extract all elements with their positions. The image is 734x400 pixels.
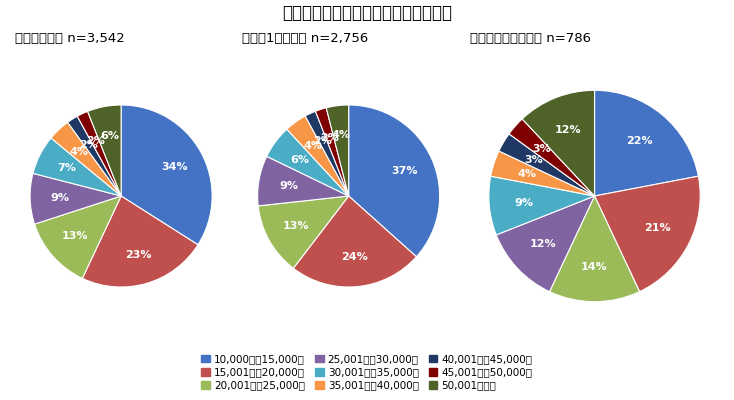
Text: 23%: 23% bbox=[125, 250, 151, 260]
Wedge shape bbox=[258, 156, 349, 206]
Wedge shape bbox=[499, 134, 595, 196]
Wedge shape bbox=[87, 105, 121, 196]
Wedge shape bbox=[305, 111, 349, 196]
Text: 4%: 4% bbox=[517, 169, 537, 179]
Text: 21%: 21% bbox=[644, 223, 671, 233]
Wedge shape bbox=[30, 173, 121, 224]
Wedge shape bbox=[316, 108, 349, 196]
Wedge shape bbox=[489, 176, 595, 235]
Text: 6%: 6% bbox=[100, 131, 119, 141]
Text: 9%: 9% bbox=[51, 193, 70, 203]
Text: 34%: 34% bbox=[161, 162, 188, 172]
Text: 2%: 2% bbox=[86, 136, 104, 146]
Text: 14%: 14% bbox=[581, 262, 608, 272]
Wedge shape bbox=[326, 105, 349, 196]
Text: 9%: 9% bbox=[279, 181, 298, 191]
Wedge shape bbox=[294, 196, 416, 287]
Wedge shape bbox=[258, 196, 349, 268]
Text: クルマ1台保有者 n=2,756: クルマ1台保有者 n=2,756 bbox=[242, 32, 368, 45]
Text: 12%: 12% bbox=[555, 125, 582, 135]
Wedge shape bbox=[522, 90, 595, 196]
Wedge shape bbox=[595, 90, 698, 196]
Text: 2%: 2% bbox=[313, 136, 333, 146]
Wedge shape bbox=[496, 196, 595, 292]
Wedge shape bbox=[34, 196, 121, 278]
Text: 3%: 3% bbox=[524, 155, 543, 165]
Wedge shape bbox=[595, 176, 700, 292]
Wedge shape bbox=[33, 138, 121, 196]
Text: クルマ保有者 n=3,542: クルマ保有者 n=3,542 bbox=[15, 32, 125, 45]
Legend: 10,000円～15,000円, 15,001円～20,000円, 20,001円～25,000円, 25,001円～30,000円, 30,001円～35,0: 10,000円～15,000円, 15,001円～20,000円, 20,001… bbox=[197, 350, 537, 395]
Wedge shape bbox=[550, 196, 639, 302]
Text: 13%: 13% bbox=[62, 231, 89, 241]
Text: 2%: 2% bbox=[79, 140, 98, 150]
Wedge shape bbox=[121, 105, 212, 245]
Text: クルマ複数台保有者 n=786: クルマ複数台保有者 n=786 bbox=[470, 32, 591, 45]
Text: 2%: 2% bbox=[321, 133, 339, 143]
Wedge shape bbox=[77, 111, 121, 196]
Text: 9%: 9% bbox=[515, 198, 534, 208]
Text: 6%: 6% bbox=[290, 155, 309, 165]
Text: 3%: 3% bbox=[532, 144, 550, 154]
Text: 4%: 4% bbox=[332, 130, 351, 140]
Text: 4%: 4% bbox=[304, 142, 323, 152]
Wedge shape bbox=[51, 122, 121, 196]
Wedge shape bbox=[287, 116, 349, 196]
Wedge shape bbox=[491, 151, 595, 196]
Text: 12%: 12% bbox=[530, 240, 556, 250]
Wedge shape bbox=[509, 119, 595, 196]
Text: 22%: 22% bbox=[626, 136, 653, 146]
Text: 13%: 13% bbox=[283, 221, 309, 231]
Wedge shape bbox=[266, 129, 349, 196]
Wedge shape bbox=[349, 105, 440, 257]
Text: クルマの維持費は月額いくらですか？: クルマの維持費は月額いくらですか？ bbox=[282, 4, 452, 22]
Text: 37%: 37% bbox=[391, 166, 418, 176]
Text: 24%: 24% bbox=[341, 252, 368, 262]
Wedge shape bbox=[68, 116, 121, 196]
Text: 4%: 4% bbox=[70, 146, 89, 156]
Wedge shape bbox=[82, 196, 198, 287]
Text: 7%: 7% bbox=[57, 163, 76, 173]
